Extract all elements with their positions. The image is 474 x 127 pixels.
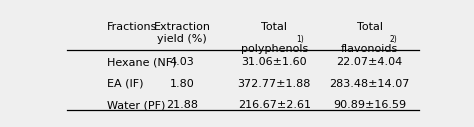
Text: 31.06±1.60: 31.06±1.60	[241, 57, 307, 67]
Text: 4.03: 4.03	[170, 57, 195, 67]
Text: flavonoids: flavonoids	[341, 44, 398, 54]
Text: Extraction
yield (%): Extraction yield (%)	[154, 22, 211, 44]
Text: Hexane (NF): Hexane (NF)	[107, 57, 176, 67]
Text: Fractions: Fractions	[107, 22, 157, 32]
Text: Total: Total	[356, 22, 383, 32]
Text: EA (IF): EA (IF)	[107, 79, 144, 89]
Text: Water (PF): Water (PF)	[107, 100, 165, 110]
Text: 216.67±2.61: 216.67±2.61	[237, 100, 310, 110]
Text: 1.80: 1.80	[170, 79, 195, 89]
Text: 372.77±1.88: 372.77±1.88	[237, 79, 311, 89]
Text: 21.88: 21.88	[166, 100, 198, 110]
Text: 2): 2)	[390, 35, 397, 44]
Text: polyphenols: polyphenols	[240, 44, 308, 54]
Text: 90.89±16.59: 90.89±16.59	[333, 100, 406, 110]
Text: Total: Total	[261, 22, 287, 32]
Text: 1): 1)	[296, 35, 304, 44]
Text: 22.07±4.04: 22.07±4.04	[337, 57, 403, 67]
Text: 283.48±14.07: 283.48±14.07	[329, 79, 410, 89]
